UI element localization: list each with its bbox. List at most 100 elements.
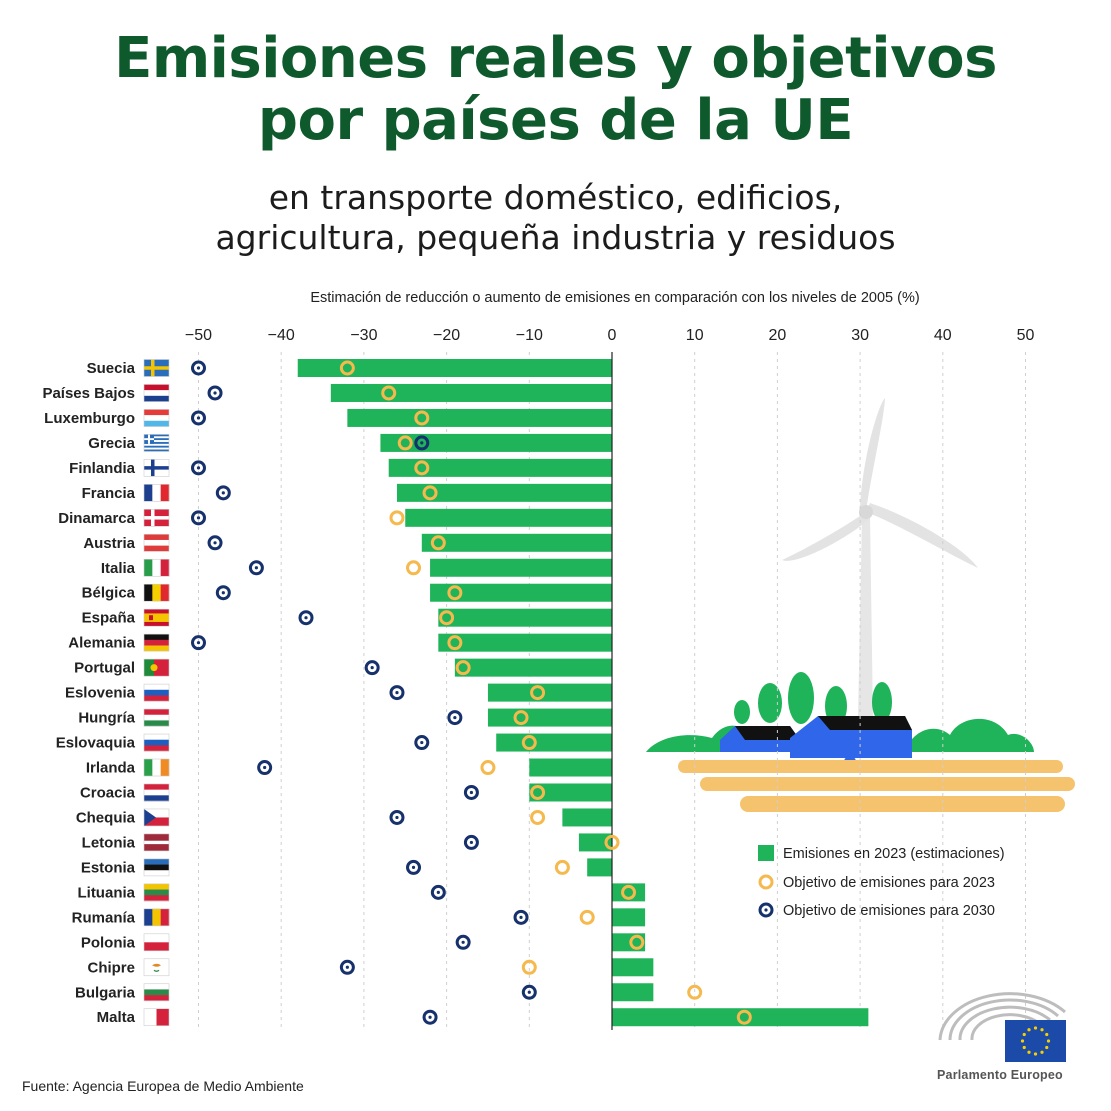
flag-icon <box>143 958 170 977</box>
target-2030-marker <box>463 784 479 800</box>
subtitle-line-1: en transporte doméstico, edificios, <box>268 178 843 217</box>
target-2030-marker-dot <box>461 940 465 944</box>
bar <box>487 708 612 727</box>
x-axis-ticks: −50 −40 −30 −20 −10 0 10 20 30 40 50 <box>185 327 1035 344</box>
flag-icon <box>143 783 170 802</box>
target-2023-marker <box>422 485 438 501</box>
target-2030-marker <box>191 360 206 376</box>
target-2030-marker <box>521 984 537 1000</box>
x-tick-label: 40 <box>934 327 952 344</box>
target-2030-marker <box>422 1009 438 1025</box>
fields-icon <box>678 760 1075 812</box>
chart-legend: Emisiones en 2023 (estimaciones) Objetivo… <box>758 845 1005 919</box>
target-2030-marker <box>414 735 430 751</box>
target-2030-marker <box>215 485 231 501</box>
bar <box>487 683 612 702</box>
country-label: Polonia <box>81 934 136 951</box>
flag-icon <box>143 533 170 552</box>
bar <box>380 433 612 452</box>
country-flags <box>143 359 170 1027</box>
target-2030-marker-dot <box>196 641 201 645</box>
target-2023-marker <box>521 735 537 751</box>
target-2023-marker <box>414 410 430 426</box>
flag-icon <box>143 434 170 452</box>
country-label: Portugal <box>74 660 135 677</box>
target-2023-marker <box>736 1009 752 1025</box>
bar <box>578 833 612 852</box>
target-2030-marker-dot <box>428 1015 432 1019</box>
target-2030-marker <box>447 710 463 726</box>
flag-icon <box>143 509 170 527</box>
target-2030-marker-dot <box>370 666 374 670</box>
country-label: Alemania <box>68 635 135 652</box>
country-label: Bélgica <box>82 585 136 602</box>
legend-label: Objetivo de emisiones para 2023 <box>783 875 995 891</box>
target-2023-marker <box>339 360 355 376</box>
country-label: Luxemburgo <box>44 410 135 427</box>
target-2023-marker <box>480 760 496 776</box>
target-2030-marker <box>414 435 430 451</box>
wind-farm-illustration <box>646 398 1075 812</box>
legend-swatch-2023 <box>758 874 774 890</box>
target-2030-marker-dot <box>254 566 258 570</box>
target-2023-marker <box>530 784 546 800</box>
country-label: Grecia <box>88 435 135 452</box>
bar <box>612 883 646 902</box>
bar <box>529 783 612 802</box>
target-2030-marker-dot <box>304 616 308 620</box>
target-2023-marker <box>530 809 546 825</box>
flag-icon <box>143 633 170 652</box>
country-label: Eslovaquia <box>56 735 136 752</box>
target-2030-marker-dot <box>527 990 531 994</box>
target-2030-marker-dot <box>469 840 474 845</box>
x-tick-label: −40 <box>268 327 295 344</box>
target-2023-marker <box>439 610 455 626</box>
target-2030-marker <box>215 585 231 601</box>
source-note: Fuente: Agencia Europea de Medio Ambient… <box>22 1078 304 1094</box>
bar <box>612 908 646 927</box>
target-2030-series <box>191 360 537 1025</box>
country-label: Italia <box>101 560 136 577</box>
flag-icon <box>143 484 170 502</box>
flag-icon <box>143 858 170 877</box>
target-2030-marker <box>191 410 206 426</box>
target-2023-marker <box>447 635 463 651</box>
country-label: Irlanda <box>86 760 136 777</box>
target-2030-marker-dot <box>436 890 440 894</box>
x-tick-label: 20 <box>769 327 787 344</box>
country-label: Suecia <box>87 360 136 377</box>
target-2030-marker <box>298 610 314 626</box>
target-2030-marker-dot <box>420 441 424 445</box>
target-2030-marker-dot <box>345 965 349 969</box>
bar <box>454 658 612 677</box>
target-2030-marker <box>513 909 529 925</box>
flag-icon <box>143 558 170 577</box>
bar <box>438 608 612 627</box>
flag-icon <box>143 658 170 677</box>
bar <box>430 583 612 602</box>
target-2023-marker <box>513 710 529 726</box>
logo-text: Parlamento Europeo <box>937 1068 1063 1082</box>
bar <box>529 758 612 777</box>
target-2030-marker <box>257 760 273 776</box>
target-2030-marker <box>248 560 264 576</box>
bar <box>612 958 654 977</box>
target-2030-marker-dot <box>196 416 201 420</box>
bar <box>562 808 612 827</box>
flag-icon <box>143 583 170 602</box>
country-label: Eslovenia <box>65 685 136 702</box>
target-2023-marker <box>579 909 595 925</box>
target-2030-marker-dot <box>453 715 457 720</box>
legend-label: Objetivo de emisiones para 2030 <box>783 903 995 919</box>
target-2023-marker <box>397 435 413 451</box>
page-title: Emisiones reales y objetivos por países … <box>0 28 1111 152</box>
bar <box>421 533 612 552</box>
target-2030-marker <box>339 959 355 975</box>
target-2030-marker <box>389 685 405 701</box>
country-label: Países Bajos <box>42 385 135 402</box>
title-line-2: por países de la UE <box>257 88 854 153</box>
flag-icon <box>143 933 170 952</box>
flag-icon <box>143 833 170 852</box>
target-2023-series <box>339 360 752 1025</box>
